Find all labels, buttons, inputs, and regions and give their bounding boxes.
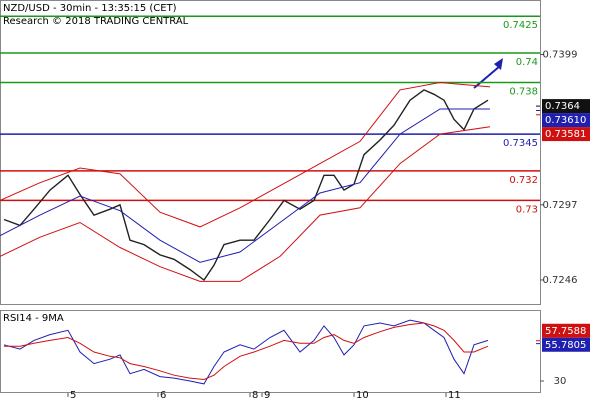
series-line bbox=[0, 126, 491, 282]
price-label-box bbox=[542, 323, 590, 338]
price-label: 0.7364 bbox=[545, 101, 580, 112]
level-label: 0.738 bbox=[509, 87, 538, 98]
series-line bbox=[3, 89, 489, 281]
level-label: 0.74 bbox=[516, 57, 538, 68]
series-line bbox=[0, 81, 491, 228]
level-label: 0.73 bbox=[516, 204, 538, 215]
chart-subtitle: Research © 2018 TRADING CENTRAL bbox=[3, 16, 189, 27]
price-label-box bbox=[542, 99, 590, 114]
rsi-panel bbox=[0, 310, 541, 393]
series-line bbox=[4, 322, 489, 381]
level-label: 0.732 bbox=[509, 175, 538, 186]
forecast-arrow-head bbox=[494, 58, 503, 70]
price-label-box bbox=[542, 337, 590, 352]
x-tick-label: 10 bbox=[356, 390, 369, 400]
x-tick-label: 8 bbox=[252, 390, 258, 400]
level-label: 0.7345 bbox=[503, 138, 538, 149]
rsi-title: RSI14 - 9MA bbox=[3, 313, 64, 324]
price-panel bbox=[0, 0, 541, 305]
series-line bbox=[0, 108, 490, 263]
price-label: 57.7588 bbox=[545, 326, 586, 337]
x-tick-label: 5 bbox=[70, 390, 76, 400]
y-tick-label: 0.7297 bbox=[543, 200, 578, 211]
x-tick-label: 11 bbox=[448, 390, 461, 400]
forecast-arrow bbox=[473, 65, 501, 89]
price-label: 0.73610 bbox=[545, 115, 586, 126]
y-tick-label: 0.7246 bbox=[543, 275, 578, 286]
y-tick-label: 30 bbox=[554, 376, 567, 387]
chart-title: NZD/USD - 30min - 13:35:15 (CET) bbox=[3, 3, 177, 14]
y-tick-label: 0.7399 bbox=[543, 50, 578, 61]
x-tick-label: 9 bbox=[264, 390, 270, 400]
series-line bbox=[3, 319, 489, 385]
level-label: 0.7425 bbox=[503, 20, 538, 31]
price-label: 0.73581 bbox=[545, 129, 586, 140]
price-label-box bbox=[542, 113, 590, 128]
x-tick-label: 6 bbox=[160, 390, 166, 400]
price-label-box bbox=[542, 127, 590, 142]
price-label: 55.7805 bbox=[545, 340, 586, 351]
